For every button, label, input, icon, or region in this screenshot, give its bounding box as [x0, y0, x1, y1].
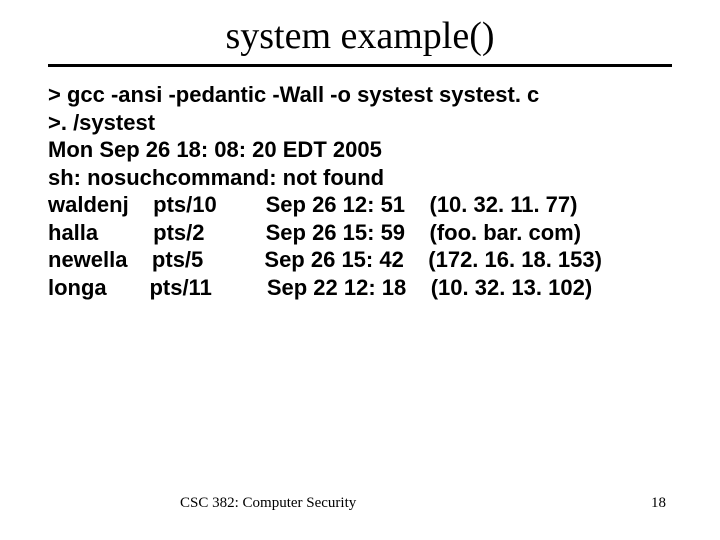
- line-date: Mon Sep 26 18: 08: 20 EDT 2005: [48, 136, 672, 164]
- line-compile: > gcc -ansi -pedantic -Wall -o systest s…: [48, 81, 672, 109]
- footer-course: CSC 382: Computer Security: [180, 495, 356, 512]
- slide: system example() > gcc -ansi -pedantic -…: [0, 0, 720, 540]
- title-rule: [48, 64, 672, 67]
- footer-page-number: 18: [651, 495, 666, 512]
- slide-title: system example(): [48, 14, 672, 58]
- line-who-3: newella pts/5 Sep 26 15: 42 (172. 16. 18…: [48, 246, 672, 274]
- line-who-1: waldenj pts/10 Sep 26 12: 51 (10. 32. 11…: [48, 191, 672, 219]
- line-who-2: halla pts/2 Sep 26 15: 59 (foo. bar. com…: [48, 219, 672, 247]
- line-error: sh: nosuchcommand: not found: [48, 164, 672, 192]
- line-run: >. /systest: [48, 109, 672, 137]
- terminal-output: > gcc -ansi -pedantic -Wall -o systest s…: [48, 81, 672, 301]
- line-who-4: longa pts/11 Sep 22 12: 18 (10. 32. 13. …: [48, 274, 672, 302]
